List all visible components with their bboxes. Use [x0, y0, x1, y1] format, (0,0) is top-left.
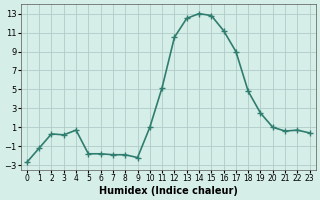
X-axis label: Humidex (Indice chaleur): Humidex (Indice chaleur)	[99, 186, 238, 196]
